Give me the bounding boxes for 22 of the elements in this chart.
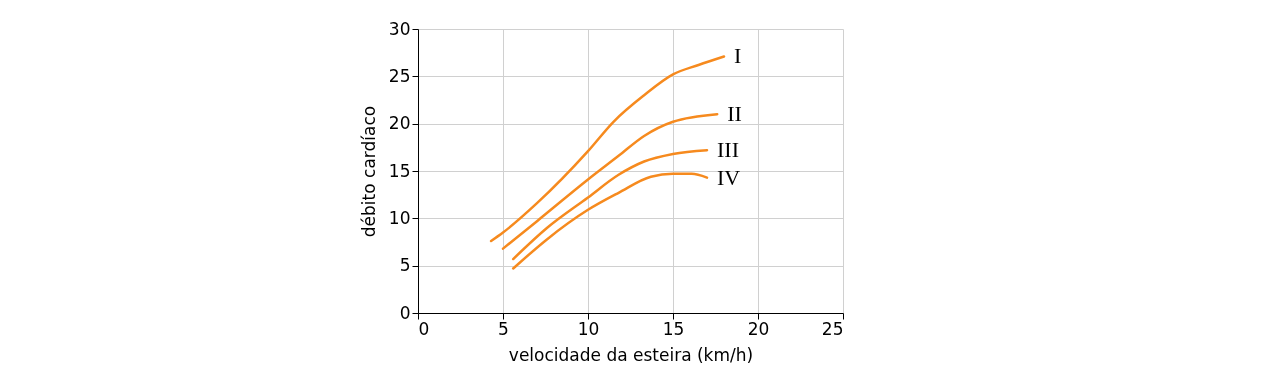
y-tick-label: 10 (388, 207, 411, 228)
x-axis-title: velocidade da esteira (km/h) (508, 344, 754, 365)
y-axis-title: débito cardíaco (358, 105, 379, 238)
series-label: I (734, 43, 742, 69)
x-tick-label: 15 (662, 318, 685, 339)
y-tick-label: 15 (388, 160, 411, 181)
y-tick-label: 30 (388, 18, 411, 39)
y-tick-label: 5 (399, 255, 411, 276)
series-label: IV (717, 164, 741, 190)
y-tick-label: 0 (399, 302, 411, 323)
line-series (511, 148, 709, 261)
y-tick-label: 25 (388, 65, 411, 86)
y-tick-label: 20 (388, 113, 411, 134)
x-tick-label: 25 (821, 318, 844, 339)
x-tick-label: 5 (498, 318, 509, 339)
x-tick-label: 20 (747, 318, 770, 339)
series-label: II (727, 101, 742, 127)
x-tick-label: 0 (418, 318, 430, 339)
line-series (501, 112, 719, 250)
x-tick-label: 10 (577, 318, 600, 339)
series-label: III (717, 137, 739, 163)
line-series (511, 172, 709, 270)
